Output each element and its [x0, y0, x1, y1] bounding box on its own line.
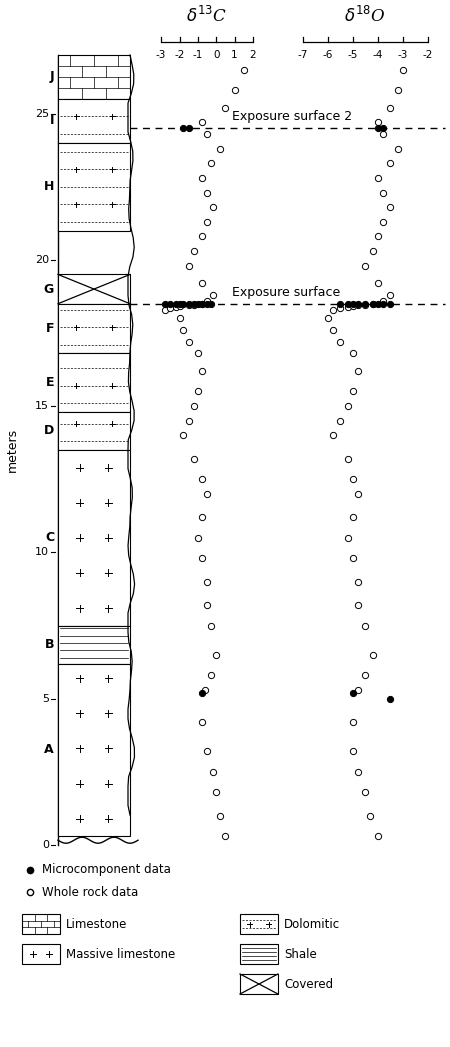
- Text: 15: 15: [35, 401, 49, 411]
- Bar: [58, 664, 130, 837]
- Text: -1: -1: [193, 50, 203, 60]
- Text: -6: -6: [322, 50, 333, 60]
- Text: J: J: [50, 70, 54, 84]
- Bar: [58, 450, 130, 625]
- Text: E: E: [45, 376, 54, 389]
- Bar: [240, 974, 278, 994]
- Text: Dolomitic: Dolomitic: [284, 917, 340, 931]
- Text: 2: 2: [249, 50, 256, 60]
- Text: meters: meters: [5, 428, 18, 472]
- Text: $\delta^{13}$C: $\delta^{13}$C: [186, 6, 228, 26]
- Text: 5: 5: [42, 694, 49, 704]
- Text: $\delta^{18}$O: $\delta^{18}$O: [344, 6, 386, 26]
- Bar: [58, 304, 130, 354]
- Text: -5: -5: [347, 50, 358, 60]
- Text: Limestone: Limestone: [66, 917, 127, 931]
- Text: Shale: Shale: [284, 948, 317, 960]
- Text: -4: -4: [372, 50, 382, 60]
- Text: B: B: [45, 638, 54, 651]
- Text: A: A: [45, 743, 54, 756]
- Text: -7: -7: [297, 50, 308, 60]
- Bar: [22, 944, 60, 964]
- Text: 10: 10: [35, 548, 49, 557]
- Bar: [58, 411, 130, 450]
- Bar: [22, 914, 60, 934]
- Text: I: I: [50, 114, 54, 128]
- Text: Covered: Covered: [284, 978, 333, 990]
- Text: Massive limestone: Massive limestone: [66, 948, 175, 960]
- Text: 0: 0: [213, 50, 220, 60]
- Text: -3: -3: [397, 50, 408, 60]
- Bar: [240, 914, 278, 934]
- Text: C: C: [45, 531, 54, 544]
- Text: Exposure surface 2: Exposure surface 2: [232, 110, 352, 124]
- Text: Whole rock data: Whole rock data: [42, 886, 138, 898]
- Bar: [58, 625, 130, 664]
- Text: 20: 20: [35, 254, 49, 265]
- Bar: [240, 944, 278, 964]
- Text: 25: 25: [35, 109, 49, 118]
- Bar: [58, 142, 130, 230]
- Bar: [58, 354, 130, 411]
- Text: D: D: [44, 424, 54, 438]
- Text: Exposure surface: Exposure surface: [232, 286, 340, 298]
- Text: -3: -3: [156, 50, 166, 60]
- Text: Microcomponent data: Microcomponent data: [42, 864, 171, 876]
- Bar: [58, 274, 130, 304]
- Bar: [58, 55, 130, 98]
- Text: G: G: [44, 283, 54, 295]
- Text: F: F: [45, 322, 54, 335]
- Text: 1: 1: [231, 50, 238, 60]
- Text: -2: -2: [422, 50, 433, 60]
- Text: H: H: [44, 180, 54, 193]
- Bar: [58, 98, 130, 142]
- Text: 0: 0: [42, 840, 49, 850]
- Text: -2: -2: [174, 50, 184, 60]
